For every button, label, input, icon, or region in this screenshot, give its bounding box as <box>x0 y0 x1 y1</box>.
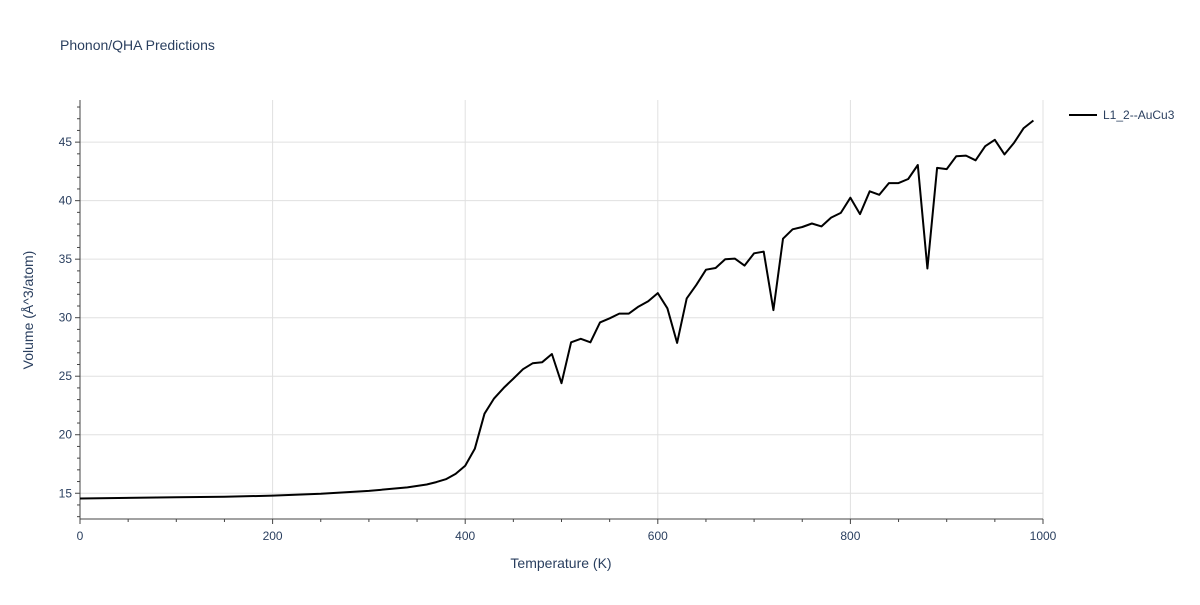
x-tick-label: 1000 <box>1030 529 1057 543</box>
x-axis-label: Temperature (K) <box>510 555 611 571</box>
y-tick-label: 35 <box>59 252 73 266</box>
legend[interactable]: L1_2--AuCu3 <box>1069 108 1175 122</box>
y-tick-label: 45 <box>59 135 73 149</box>
y-axis-label: Volume (Å^3/atom) <box>20 251 36 370</box>
series-line[interactable] <box>79 119 1035 500</box>
y-tick-label: 20 <box>59 428 73 442</box>
y-tick-label: 40 <box>59 194 73 208</box>
x-tick-label: 400 <box>455 529 475 543</box>
x-tick-label: 600 <box>648 529 668 543</box>
legend-label[interactable]: L1_2--AuCu3 <box>1103 108 1175 122</box>
y-tick-label: 30 <box>59 311 73 325</box>
y-tick-label: 15 <box>59 486 73 500</box>
x-tick-label: 0 <box>77 529 84 543</box>
chart-title: Phonon/QHA Predictions <box>60 37 215 53</box>
x-tick-label: 200 <box>263 529 283 543</box>
x-tick-label: 800 <box>840 529 860 543</box>
y-tick-label: 25 <box>59 369 73 383</box>
